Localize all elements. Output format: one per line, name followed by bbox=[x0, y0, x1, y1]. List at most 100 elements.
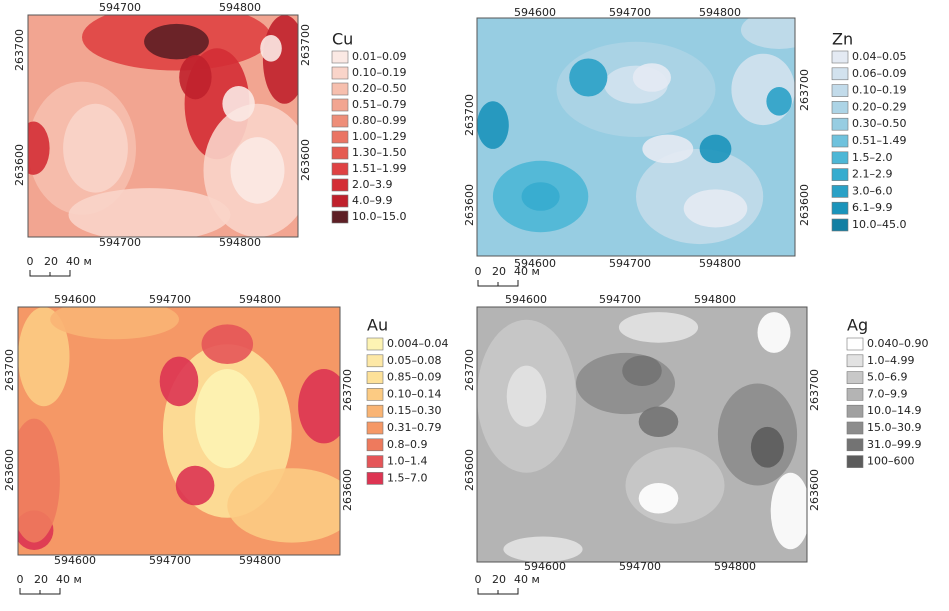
legend-swatch bbox=[366, 337, 384, 351]
x-coord-label: 594800 bbox=[694, 293, 736, 306]
legend-swatch bbox=[846, 421, 864, 435]
legend-label: 0.05–0.08 bbox=[387, 354, 441, 367]
contour-zone bbox=[757, 312, 791, 353]
x-coord-label: 594600 bbox=[54, 293, 96, 306]
y-coord-label: 263600 bbox=[463, 184, 476, 226]
legend-swatch bbox=[331, 178, 349, 192]
x-coord-label: 594700 bbox=[99, 1, 141, 14]
legend-swatch bbox=[831, 67, 849, 81]
contour-zone bbox=[50, 307, 179, 340]
legend-label: 1.0–1.4 bbox=[387, 455, 428, 468]
legend-swatch bbox=[331, 162, 349, 176]
contour-zone bbox=[201, 324, 254, 365]
y-coord-label: 263600 bbox=[463, 449, 476, 491]
legend-swatch bbox=[331, 66, 349, 80]
y-coord-label: 263700 bbox=[3, 349, 16, 391]
legend-swatch bbox=[831, 50, 849, 64]
legend-swatch bbox=[331, 146, 349, 160]
scale-label: 0 bbox=[475, 265, 482, 278]
contour-zone bbox=[770, 472, 807, 550]
map-frame bbox=[17, 306, 341, 556]
y-coord-label: 263700 bbox=[808, 369, 821, 411]
scale-label: 0 bbox=[475, 573, 482, 586]
legend-label: 0.004–0.04 bbox=[387, 337, 448, 350]
x-coord-label: 594600 bbox=[505, 293, 547, 306]
y-coord-label: 263600 bbox=[798, 184, 811, 226]
legend-swatch bbox=[831, 101, 849, 114]
legend-swatch bbox=[846, 438, 864, 452]
contour-zone bbox=[18, 307, 70, 407]
legend-swatch bbox=[831, 84, 849, 97]
legend-label: 0.8–0.9 bbox=[387, 438, 428, 451]
y-coord-label: 263700 bbox=[299, 24, 312, 66]
x-coord-label: 594800 bbox=[239, 554, 281, 567]
y-coord-label: 263600 bbox=[341, 469, 354, 511]
legend-swatch bbox=[366, 472, 384, 485]
map-frame bbox=[476, 17, 796, 257]
contour-zone bbox=[618, 312, 699, 343]
contour-zone bbox=[230, 137, 285, 204]
contour-zone bbox=[63, 103, 128, 193]
legend-label: 1.30–1.50 bbox=[352, 146, 406, 159]
map bbox=[28, 15, 298, 237]
contour-zone bbox=[766, 87, 792, 116]
y-coord-label: 263700 bbox=[798, 69, 811, 111]
legend-label: 6.1–9.9 bbox=[852, 201, 893, 214]
legend-label: 0.20–0.50 bbox=[352, 82, 406, 95]
scale-bar bbox=[477, 588, 519, 595]
legend-swatch bbox=[831, 168, 849, 181]
contour-zone bbox=[642, 134, 694, 164]
contour-zone bbox=[298, 369, 340, 444]
legend-label: 2.1–2.9 bbox=[852, 168, 893, 181]
legend-label: 1.0–4.99 bbox=[867, 354, 915, 367]
y-coord-label: 263700 bbox=[463, 94, 476, 136]
legend-label: 10.0–45.0 bbox=[852, 218, 906, 231]
legend-label: 0.04–0.05 bbox=[852, 50, 906, 63]
x-coord-label: 594700 bbox=[609, 257, 651, 270]
contour-zone bbox=[750, 426, 784, 468]
contour-zone bbox=[699, 134, 732, 164]
y-coord-label: 263600 bbox=[13, 144, 26, 186]
legend-swatch bbox=[366, 404, 384, 418]
legend-label: 0.31–0.79 bbox=[387, 421, 441, 434]
contour-zone bbox=[28, 121, 50, 175]
x-coord-label: 594800 bbox=[714, 560, 756, 573]
x-coord-label: 594800 bbox=[219, 1, 261, 14]
contour-zone bbox=[18, 418, 60, 543]
x-coord-label: 594600 bbox=[524, 560, 566, 573]
legend-swatch bbox=[331, 210, 349, 224]
x-coord-label: 594600 bbox=[54, 554, 96, 567]
scale-label: 40 м bbox=[514, 265, 540, 278]
x-coord-label: 594700 bbox=[149, 293, 191, 306]
legend-label: 1.5–2.0 bbox=[852, 151, 893, 164]
contour-zone bbox=[195, 369, 260, 469]
legend-label: 31.0–99.9 bbox=[867, 438, 921, 451]
contour-zone bbox=[477, 101, 509, 149]
scale-label: 20 bbox=[44, 255, 58, 268]
y-coord-label: 263700 bbox=[13, 29, 26, 71]
contour-zone bbox=[740, 18, 795, 49]
scale-label: 40 м bbox=[56, 573, 82, 586]
legend-label: 1.51–1.99 bbox=[352, 162, 406, 175]
legend-swatch bbox=[846, 388, 864, 401]
legend-label: 0.15–0.30 bbox=[387, 404, 441, 417]
x-coord-label: 594700 bbox=[599, 293, 641, 306]
x-coord-label: 594800 bbox=[239, 293, 281, 306]
legend-label: 0.80–0.99 bbox=[352, 114, 406, 127]
legend-label: 1.5–7.0 bbox=[387, 471, 428, 484]
legend-swatch bbox=[846, 337, 864, 351]
legend-label: 0.85–0.09 bbox=[387, 371, 441, 384]
legend-label: 1.00–1.29 bbox=[352, 130, 406, 143]
x-coord-label: 594700 bbox=[99, 236, 141, 249]
legend-label: 0.51–0.79 bbox=[352, 98, 406, 111]
map-frame bbox=[476, 306, 808, 563]
scale-label: 40 м bbox=[66, 255, 92, 268]
contour-zone bbox=[632, 63, 671, 92]
x-coord-label: 594600 bbox=[514, 257, 556, 270]
scale-bar bbox=[29, 270, 71, 277]
contour-zone bbox=[260, 34, 282, 62]
legend-label: 15.0–30.9 bbox=[867, 421, 921, 434]
contour-zone bbox=[625, 447, 725, 524]
legend-label: 5.0–6.9 bbox=[867, 371, 908, 384]
x-coord-label: 594600 bbox=[514, 6, 556, 19]
